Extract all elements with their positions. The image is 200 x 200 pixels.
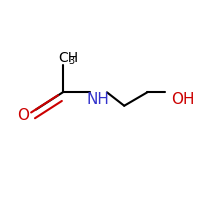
- Text: OH: OH: [171, 92, 195, 107]
- Text: CH: CH: [58, 51, 78, 65]
- Text: NH: NH: [87, 92, 110, 107]
- Text: O: O: [17, 108, 29, 123]
- Text: 3: 3: [68, 56, 74, 66]
